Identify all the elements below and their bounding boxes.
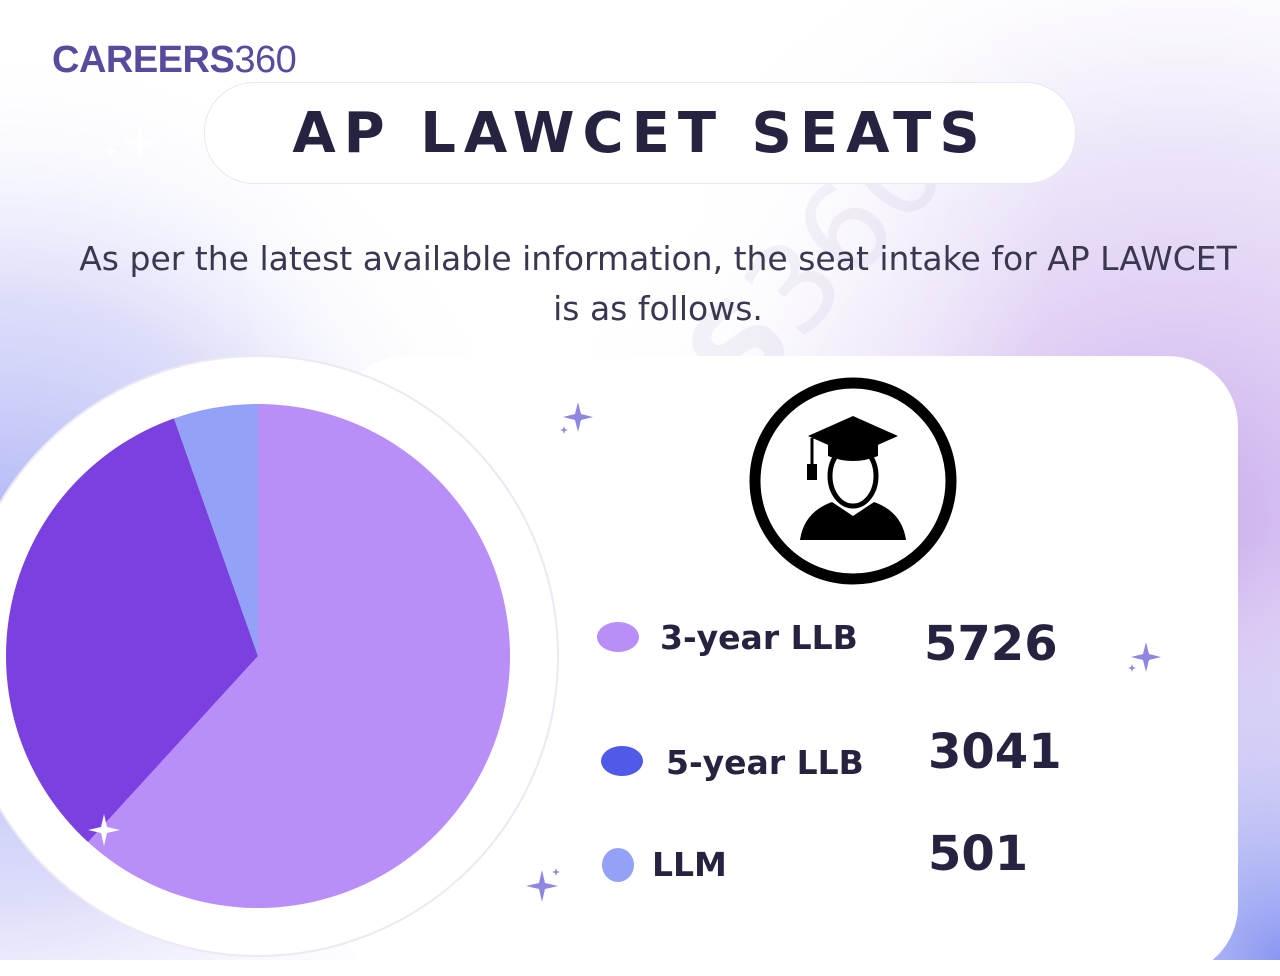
legend-label-3-year-llb: 3-year LLB	[660, 618, 858, 657]
graduate-icon	[749, 377, 957, 585]
page-title: AP LAWCET SEATS	[292, 100, 988, 166]
legend-swatch-llm	[602, 848, 634, 882]
description-line-1: As per the latest available information,…	[79, 239, 1237, 278]
legend-swatch-3-year-llb	[597, 622, 639, 652]
pie-slice-5-year-llb	[5, 418, 258, 843]
legend-label-5-year-llb: 5-year LLB	[666, 743, 864, 782]
description-line-2: is as follows.	[553, 289, 763, 328]
pie-slice-llm	[174, 404, 258, 656]
brand-logo: CAREERS360	[52, 38, 297, 82]
sparkle-icon	[560, 402, 593, 434]
legend-value-3-year-llb: 5726	[924, 616, 1058, 672]
title-banner: AP LAWCET SEATS	[204, 82, 1076, 184]
sparkle-icon	[1128, 642, 1161, 672]
legend-value-llm: 501	[928, 826, 1029, 882]
brand-number: 360	[234, 39, 297, 81]
legend-swatch-5-year-llb	[601, 746, 643, 776]
description: As per the latest available information,…	[30, 234, 1280, 334]
legend-value-5-year-llb: 3041	[928, 724, 1062, 780]
legend-label-llm: LLM	[652, 845, 727, 884]
brand-name: CAREERS	[52, 39, 235, 81]
sparkle-icon	[103, 124, 158, 160]
pie-slice-3-year-llb	[88, 404, 510, 908]
pie-slices	[5, 404, 510, 908]
sparkle-icon	[88, 814, 120, 846]
sparkle-icon	[526, 868, 560, 902]
